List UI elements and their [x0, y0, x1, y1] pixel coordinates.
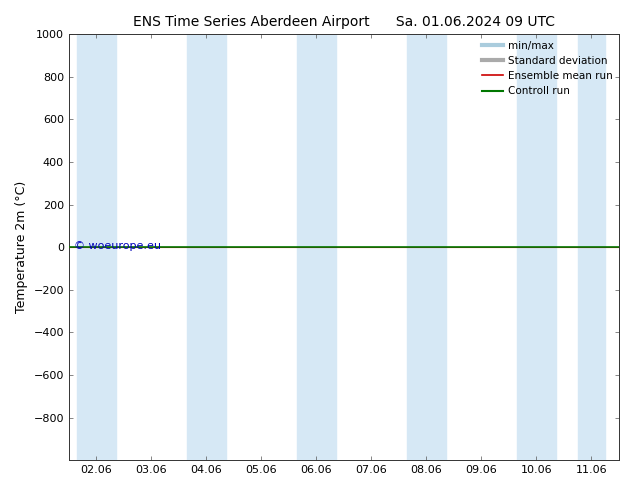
Bar [297, 34, 336, 460]
Title: ENS Time Series Aberdeen Airport      Sa. 01.06.2024 09 UTC: ENS Time Series Aberdeen Airport Sa. 01.… [133, 15, 555, 29]
Bar [187, 34, 226, 460]
Bar [407, 34, 446, 460]
Bar [517, 34, 556, 460]
Y-axis label: Temperature 2m (°C): Temperature 2m (°C) [15, 181, 28, 314]
Legend: min/max, Standard deviation, Ensemble mean run, Controll run: min/max, Standard deviation, Ensemble me… [478, 36, 617, 100]
Bar [578, 34, 605, 460]
Text: © woeurope.eu: © woeurope.eu [74, 241, 162, 251]
Bar [77, 34, 115, 460]
